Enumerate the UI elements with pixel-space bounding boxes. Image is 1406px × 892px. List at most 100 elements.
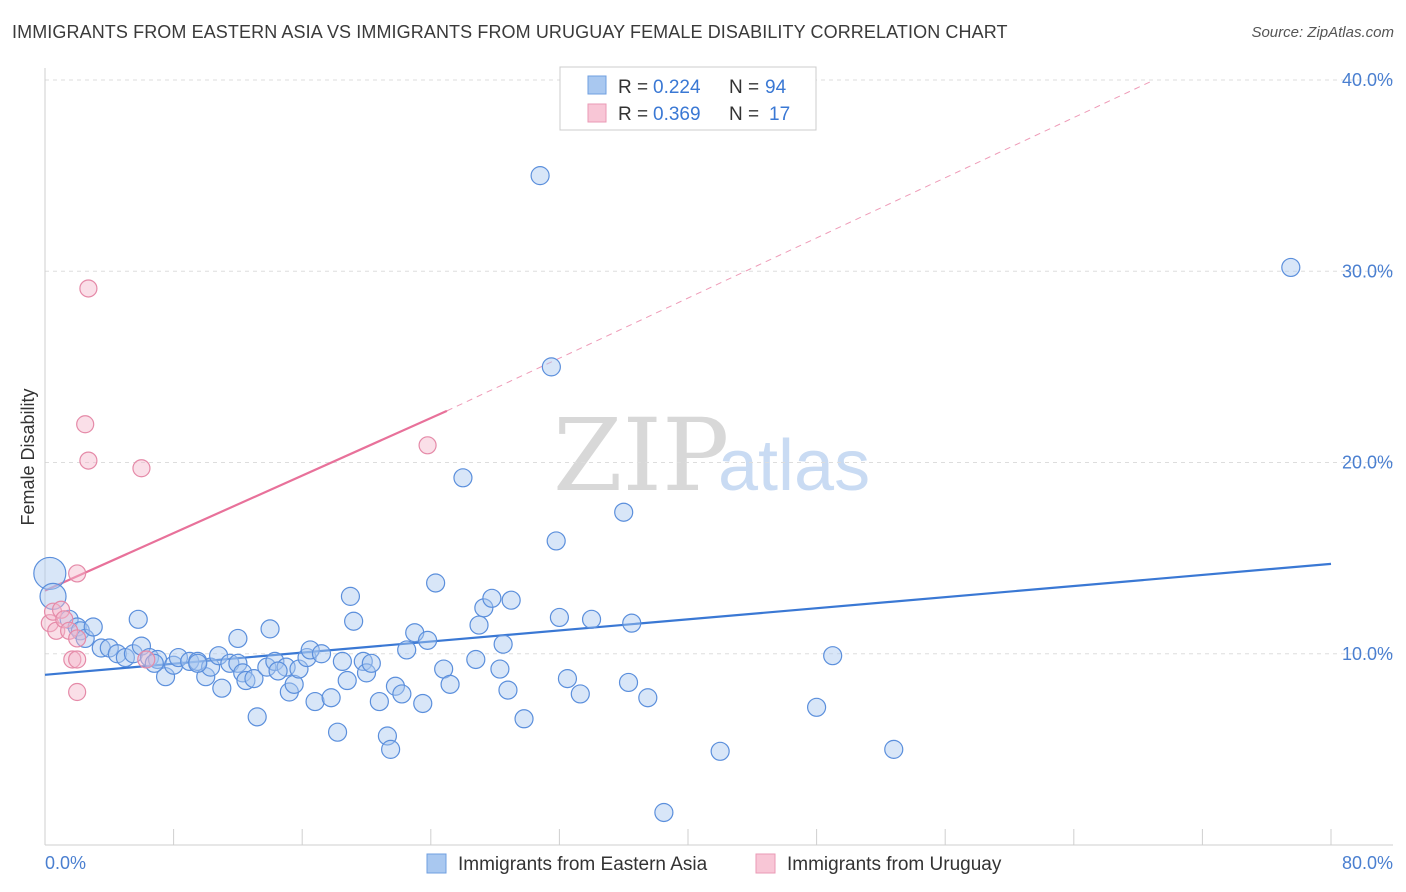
point-eastern-asia-50 — [356, 663, 377, 683]
point-uruguay-10 — [68, 564, 87, 583]
point-eastern-asia-19 — [180, 651, 200, 672]
point-eastern-asia-73 — [514, 709, 534, 729]
point-eastern-asia-75 — [541, 357, 561, 377]
point-eastern-asia-30 — [244, 669, 264, 689]
point-uruguay-13 — [79, 279, 98, 298]
point-eastern-asia-89 — [884, 739, 904, 759]
point-eastern-asia-80 — [581, 609, 602, 629]
point-eastern-asia-76 — [546, 531, 566, 551]
point-uruguay-16 — [418, 436, 437, 455]
watermark-zip: ZIP — [553, 397, 729, 514]
point-eastern-asia-57 — [397, 640, 417, 660]
point-eastern-asia-37 — [284, 674, 304, 694]
point-uruguay-3 — [51, 600, 71, 619]
point-uruguay-15 — [137, 650, 156, 669]
point-eastern-asia-46 — [337, 670, 357, 691]
bottom-legend-label-pink: Immigrants from Uruguay — [787, 854, 1002, 875]
point-eastern-asia-51 — [361, 653, 381, 673]
trend-line-uruguay — [44, 409, 448, 592]
point-eastern-asia-87 — [806, 697, 827, 717]
y-tick-label-3: 40.0% — [1342, 70, 1393, 90]
point-eastern-asia-52 — [369, 691, 389, 712]
series-legend: Immigrants from Eastern Asia Immigrants … — [426, 853, 1002, 875]
point-eastern-asia-42 — [311, 644, 332, 664]
point-eastern-asia-55 — [385, 676, 406, 696]
correlation-legend: R = 0.224 N = 94 R = 0.369 N = 17 — [559, 66, 817, 131]
point-eastern-asia-64 — [453, 468, 473, 488]
point-eastern-asia-67 — [474, 598, 494, 618]
legend-r-value-2: 0.369 — [653, 104, 701, 125]
point-eastern-asia-26 — [228, 653, 248, 673]
legend-r-label-2: R = — [618, 104, 648, 125]
point-eastern-asia-29 — [236, 670, 256, 691]
point-eastern-asia-81 — [614, 502, 634, 522]
point-eastern-asia-28 — [228, 628, 248, 649]
point-eastern-asia-22 — [200, 657, 221, 677]
point-uruguay-7 — [68, 629, 87, 648]
point-eastern-asia-91 — [188, 653, 208, 673]
y-axis-label: Female Disability — [18, 388, 38, 525]
legend-r-label-1: R = — [618, 77, 648, 98]
y-tick-label-1: 20.0% — [1342, 453, 1393, 473]
point-eastern-asia-33 — [260, 619, 280, 639]
point-eastern-asia-56 — [392, 684, 412, 704]
point-eastern-asia-68 — [482, 588, 502, 608]
point-eastern-asia-63 — [440, 674, 460, 694]
point-eastern-asia-47 — [340, 586, 361, 606]
data-points — [33, 166, 1301, 823]
point-eastern-asia-86 — [710, 741, 730, 761]
point-eastern-asia-88 — [823, 646, 843, 666]
point-eastern-asia-85 — [654, 802, 674, 823]
x-tick-label-0: 0.0% — [45, 853, 86, 873]
point-uruguay-8 — [68, 682, 87, 702]
point-eastern-asia-31 — [247, 707, 267, 727]
point-eastern-asia-16 — [155, 667, 176, 687]
chart-title: IMMIGRANTS FROM EASTERN ASIA VS IMMIGRAN… — [12, 22, 1008, 42]
point-eastern-asia-90 — [1281, 257, 1301, 278]
point-eastern-asia-65 — [466, 649, 486, 670]
legend-n-label-2: N = — [729, 104, 759, 125]
point-uruguay-9 — [68, 650, 87, 669]
point-eastern-asia-69 — [490, 659, 510, 679]
point-eastern-asia-40 — [300, 640, 320, 660]
legend-n-value-1: 94 — [765, 77, 787, 98]
x-tick-label-1: 80.0% — [1342, 853, 1393, 873]
point-uruguay-6 — [63, 650, 82, 669]
point-eastern-asia-72 — [501, 590, 521, 610]
point-eastern-asia-54 — [381, 739, 401, 759]
point-eastern-asia-84 — [638, 688, 658, 708]
bottom-legend-swatch-pink — [755, 853, 776, 874]
point-eastern-asia-59 — [413, 693, 433, 714]
point-eastern-asia-13 — [128, 609, 148, 629]
watermark-atlas: atlas — [718, 426, 870, 506]
point-eastern-asia-49 — [353, 651, 373, 672]
point-eastern-asia-24 — [212, 678, 232, 698]
legend-n-label-1: N = — [729, 77, 759, 98]
point-uruguay-14 — [132, 459, 151, 478]
y-tick-label-0: 10.0% — [1342, 644, 1393, 664]
point-eastern-asia-45 — [332, 651, 352, 672]
bottom-legend-label-blue: Immigrants from Eastern Asia — [458, 854, 708, 875]
legend-swatch-pink — [587, 103, 607, 123]
point-eastern-asia-78 — [557, 669, 578, 689]
point-eastern-asia-61 — [426, 573, 446, 593]
point-eastern-asia-83 — [622, 613, 642, 633]
x-tick-labels: 0.0% 80.0% — [45, 853, 1393, 873]
trend-line-eastern-asia — [44, 562, 1332, 676]
point-eastern-asia-60 — [417, 630, 438, 650]
legend-swatch-blue — [587, 75, 607, 95]
point-eastern-asia-71 — [498, 680, 518, 700]
point-eastern-asia-23 — [209, 646, 229, 666]
point-eastern-asia-18 — [168, 647, 189, 668]
trend-line-uruguay-extension — [446, 79, 1155, 412]
axes — [44, 68, 1393, 846]
point-eastern-asia-70 — [493, 634, 513, 654]
bottom-legend-swatch-blue — [426, 853, 447, 874]
point-eastern-asia-82 — [618, 672, 639, 693]
point-eastern-asia-43 — [321, 688, 341, 708]
grid-lines — [45, 79, 1393, 655]
point-eastern-asia-25 — [220, 653, 240, 673]
y-tick-label-2: 30.0% — [1342, 261, 1393, 281]
y-tick-labels: 10.0% 20.0% 30.0% 40.0% — [1342, 70, 1393, 664]
